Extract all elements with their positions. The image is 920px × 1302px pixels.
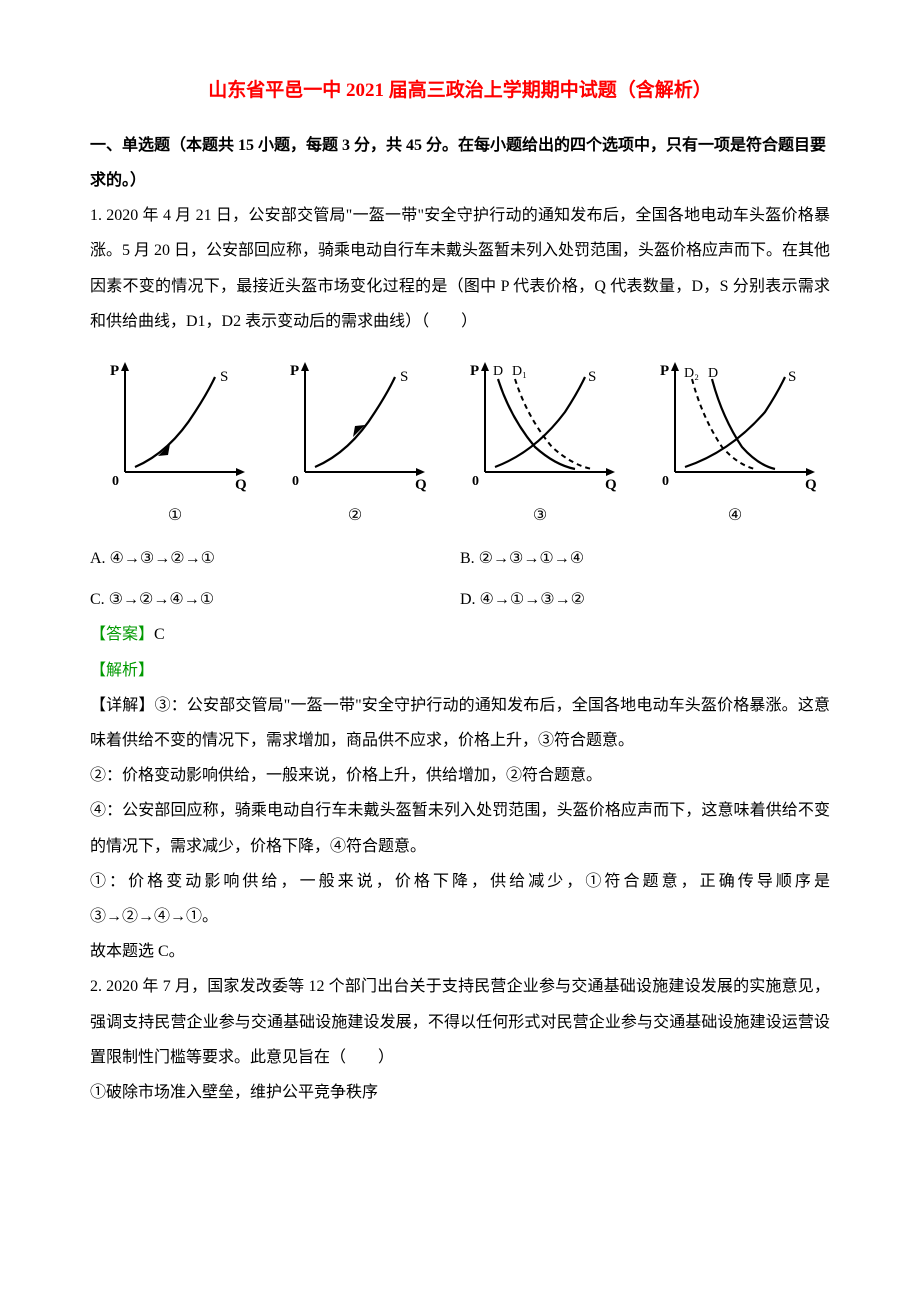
analysis-label-line: 【解析】 [90,653,830,688]
option-b: B. ②→③→①→④ [460,541,830,576]
d1-label: D₁ [512,364,527,379]
chart-1: P Q 0 S ① [100,357,250,533]
chart-1-svg: P Q 0 S [100,357,250,492]
chart-1-label: ① [168,498,182,533]
options-row-2: C. ③→②→④→① D. ④→①→③→② [90,582,830,617]
option-a: A. ④→③→②→① [90,541,460,576]
chart-2: P Q 0 S ② [280,357,430,533]
axis-origin: 0 [662,474,669,489]
option-c: C. ③→②→④→① [90,582,460,617]
d2-label: D₂ [684,366,699,381]
section-header: 一、单选题（本题共 15 小题，每题 3 分，共 45 分。在每小题给出的四个选… [90,128,830,198]
charts-row: P Q 0 S ① P Q 0 S ② [90,357,830,533]
option-d: D. ④→①→③→② [460,582,830,617]
analysis-p-2: ④：公安部回应称，骑乘电动自行车未戴头盔暂未列入处罚范围，头盔价格应声而下，这意… [90,793,830,863]
s-label: S [788,369,796,385]
d-label: D [708,366,718,381]
chart-4-label: ④ [728,498,742,533]
answer-value: C [154,626,165,643]
page-title: 山东省平邑一中 2021 届高三政治上学期期中试题（含解析） [90,70,830,112]
q2-stem: 2. 2020 年 7 月，国家发改委等 12 个部门出台关于支持民营企业参与交… [90,969,830,1075]
chart-4-svg: P Q 0 D₂ D S [650,357,820,492]
chart-3-svg: P Q 0 D D₁ S [460,357,620,492]
s-label: S [220,369,228,385]
axis-x-label: Q [805,477,817,492]
options-row-1: A. ④→③→②→① B. ②→③→①→④ [90,541,830,576]
answer-label: 【答案】 [90,626,154,643]
chart-3-label: ③ [533,498,547,533]
s-label: S [588,369,596,385]
axis-y-label: P [470,363,479,379]
analysis-p-1: ②：价格变动影响供给，一般来说，价格上升，供给增加，②符合题意。 [90,758,830,793]
chart-4: P Q 0 D₂ D S ④ [650,357,820,533]
analysis-p-4: 故本题选 C。 [90,934,830,969]
analysis-label: 【解析】 [90,662,154,679]
answer-line: 【答案】C [90,617,830,652]
axis-x-label: Q [605,477,617,492]
q2-opt1: ①破除市场准入壁垒，维护公平竞争秩序 [90,1075,830,1110]
analysis-p-3: ①：价格变动影响供给，一般来说，价格下降，供给减少，①符合题意，正确传导顺序是③… [90,864,830,934]
axis-origin: 0 [472,474,479,489]
axis-x-label: Q [415,477,427,492]
axis-origin: 0 [292,474,299,489]
axis-origin: 0 [112,474,119,489]
axis-y-label: P [660,363,669,379]
axis-y-label: P [110,363,119,379]
chart-2-svg: P Q 0 S [280,357,430,492]
analysis-p-0: 【详解】③：公安部交管局"一盔一带"安全守护行动的通知发布后，全国各地电动车头盔… [90,688,830,758]
chart-2-label: ② [348,498,362,533]
axis-x-label: Q [235,477,247,492]
d-label: D [493,364,503,379]
s-label: S [400,369,408,385]
axis-y-label: P [290,363,299,379]
chart-3: P Q 0 D D₁ S ③ [460,357,620,533]
q1-stem: 1. 2020 年 4 月 21 日，公安部交管局"一盔一带"安全守护行动的通知… [90,198,830,339]
